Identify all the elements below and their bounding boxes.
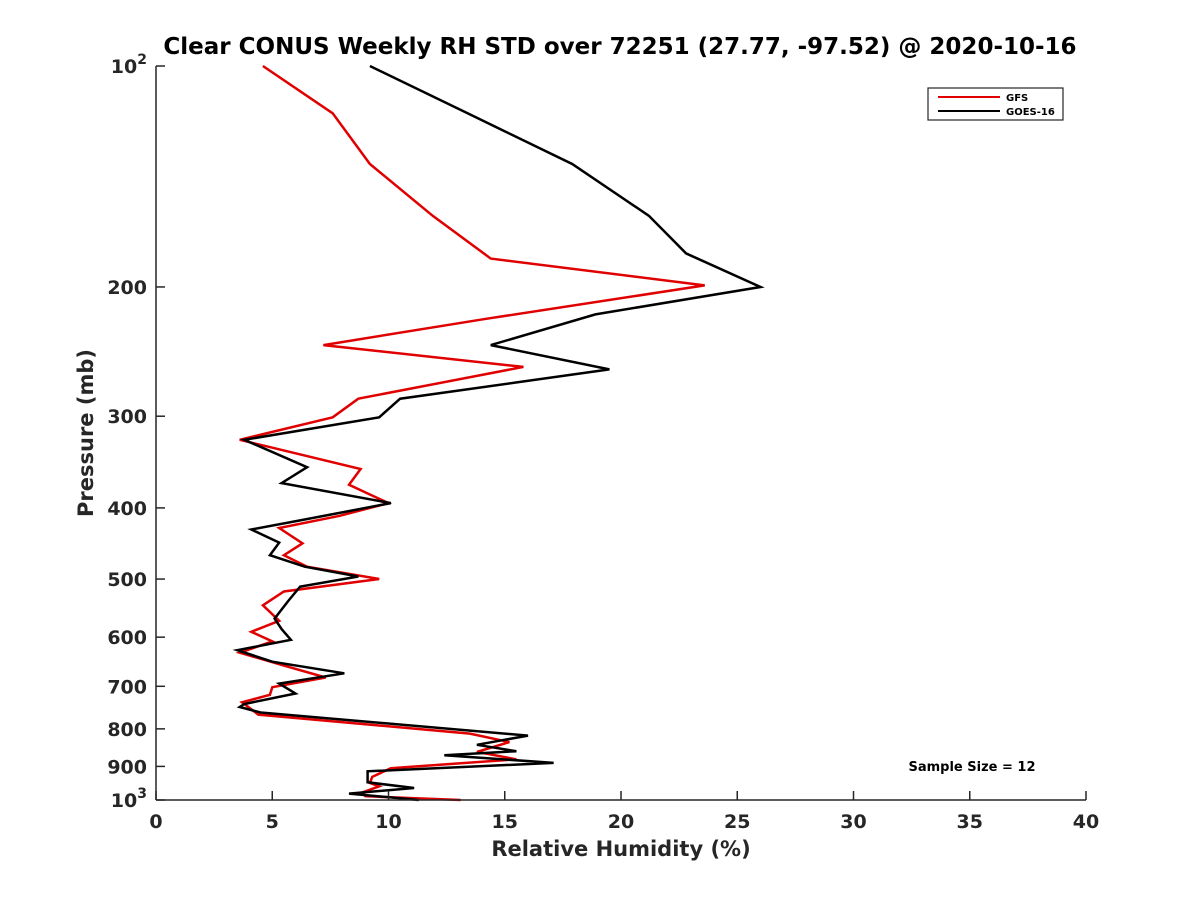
x-tick-label: 35	[957, 811, 983, 833]
y-tick-label: 103	[111, 786, 147, 812]
x-tick-label: 20	[608, 811, 634, 833]
x-tick-label: 5	[266, 811, 279, 833]
y-ticks: 102 200 300 400 500 600 700 800 900 103	[107, 52, 165, 812]
legend-label-goes-16: GOES-16	[1006, 107, 1055, 118]
legend: GFS GOES-16	[927, 87, 1064, 121]
y-tick-label: 600	[107, 627, 147, 649]
y-tick-label: 700	[107, 676, 147, 698]
legend-box	[927, 87, 1064, 121]
y-tick-label: 800	[107, 719, 147, 741]
series-line-gfs	[235, 64, 705, 802]
y-tick-label: 400	[107, 498, 147, 520]
y-tick-label: 500	[107, 569, 147, 591]
x-tick-label: 10	[375, 811, 401, 833]
chart-title: Clear CONUS Weekly RH STD over 72251 (27…	[163, 34, 1076, 60]
y-axis-label: Pressure (mb)	[74, 349, 98, 517]
y-tick-label: 200	[107, 277, 147, 299]
y-tick-label: 900	[107, 756, 147, 778]
y-tick-label: 102	[111, 52, 147, 78]
x-axis-label: Relative Humidity (%)	[491, 837, 750, 861]
series-layer	[232, 64, 765, 802]
x-tick-label: 15	[492, 811, 518, 833]
x-ticks: 0 5 10 15 20 25 30 35 40	[149, 791, 1099, 833]
y-tick-label: 300	[107, 406, 147, 428]
x-tick-label: 25	[724, 811, 750, 833]
x-tick-label: 0	[149, 811, 162, 833]
series-line-goes-16	[232, 64, 765, 802]
x-tick-label: 40	[1073, 811, 1099, 833]
sample-size-annotation: Sample Size = 12	[908, 760, 1035, 775]
x-tick-label: 30	[840, 811, 866, 833]
legend-label-gfs: GFS	[1006, 93, 1028, 104]
